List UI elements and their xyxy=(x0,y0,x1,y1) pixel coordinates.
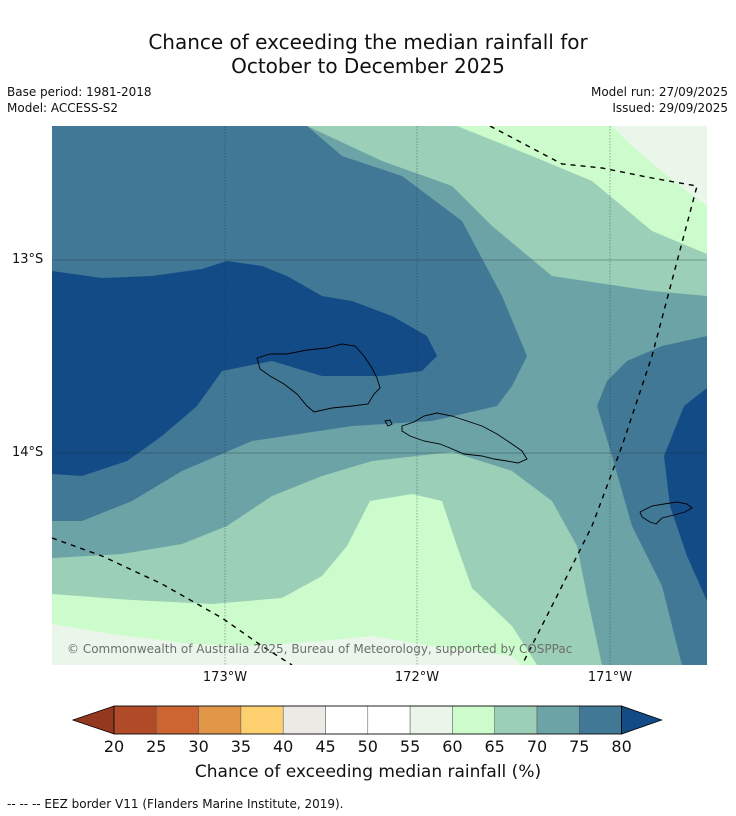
colorbar-tick-label: 20 xyxy=(103,737,125,756)
band-60-65-south xyxy=(52,624,522,665)
model-run: Model run: 27/09/2025 xyxy=(590,85,728,99)
colorbar-segment xyxy=(409,705,453,735)
lon-label-172w: 172°W xyxy=(394,670,440,685)
title-line-1: Chance of exceeding the median rainfall … xyxy=(148,30,588,54)
colorbar-tick-label: 35 xyxy=(230,737,252,756)
islands xyxy=(256,343,693,525)
band-65-70-south xyxy=(52,494,537,665)
lat-label-14s: 14°S xyxy=(12,445,44,460)
colorbar-under-arrow xyxy=(72,705,115,735)
manono-islet xyxy=(384,419,393,427)
band-85-west xyxy=(52,261,437,476)
issued-date: Issued: 29/09/2025 xyxy=(612,101,728,115)
lat-label-13s: 13°S xyxy=(12,252,44,267)
colorbar-segment xyxy=(494,705,538,735)
colorbar-tick-label: 30 xyxy=(188,737,209,756)
colorbar xyxy=(72,705,663,735)
colorbar-segment xyxy=(156,705,199,735)
colorbar-tick-label: 45 xyxy=(315,737,336,756)
graticule xyxy=(52,126,707,665)
eez-legend-note: -- -- -- EEZ border V11 (Flanders Marine… xyxy=(7,797,344,811)
colorbar-segment xyxy=(579,705,622,735)
chart-title: Chance of exceeding the median rainfall … xyxy=(0,30,736,78)
base-period: Base period: 1981-2018 xyxy=(7,85,152,99)
colorbar-tick-label: 65 xyxy=(484,737,505,756)
colorbar-label: Chance of exceeding median rainfall (%) xyxy=(194,762,542,782)
colorbar-tick-label: 60 xyxy=(442,737,463,756)
lon-label-171w: 171°W xyxy=(587,670,633,685)
meta-left: Base period: 1981-2018 Model: ACCESS-S2 xyxy=(7,84,152,116)
colorbar-segment xyxy=(452,705,495,735)
colorbar-tick-label: 50 xyxy=(357,737,378,756)
band-85-east xyxy=(664,388,707,601)
upolu-island xyxy=(401,412,528,464)
colorbar-tick-label: 40 xyxy=(273,737,294,756)
title-line-2: October to December 2025 xyxy=(231,54,505,78)
colorbar-frame xyxy=(113,705,623,735)
colorbar-segment xyxy=(367,705,411,735)
band-65-70-north xyxy=(457,126,707,254)
colorbar-tick-label: 55 xyxy=(399,737,421,756)
colorbar-segment xyxy=(536,705,580,735)
colorbar-segment xyxy=(198,705,242,735)
colorbar-tick-label: 70 xyxy=(526,737,548,756)
colorbar-tick-label: 25 xyxy=(146,737,167,756)
meta-right: Model run: 27/09/2025 Issued: 29/09/2025 xyxy=(591,84,728,116)
savaii-island xyxy=(256,343,381,413)
band-60-65-north xyxy=(612,126,707,206)
colorbar-segment xyxy=(325,705,369,735)
colorbar-tick-label: 75 xyxy=(569,737,590,756)
rainfall-map xyxy=(52,126,707,665)
tutuila-island xyxy=(639,501,693,525)
copyright-credit: © Commonwealth of Australia 2025, Bureau… xyxy=(67,642,573,656)
colorbar-segment xyxy=(240,705,284,735)
eez-border xyxy=(52,126,698,665)
lon-label-173w: 173°W xyxy=(202,670,248,685)
colorbar-segment xyxy=(113,705,157,735)
colorbar-segment xyxy=(282,705,326,735)
model-name: Model: ACCESS-S2 xyxy=(7,101,119,115)
colorbar-over-arrow xyxy=(621,705,663,735)
colorbar-tick-label: 80 xyxy=(611,737,632,756)
